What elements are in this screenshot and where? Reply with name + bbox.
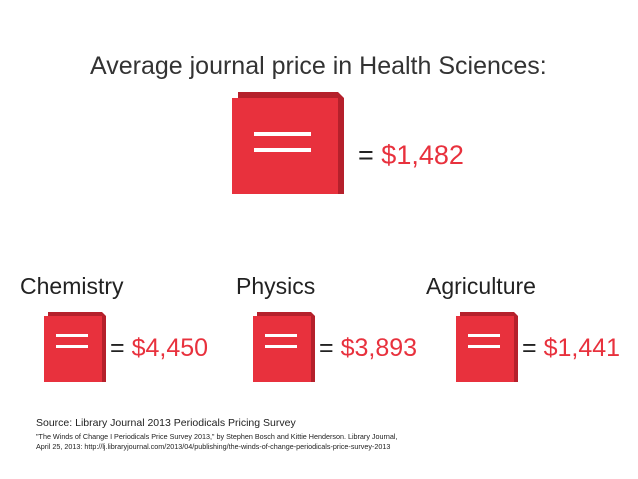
agriculture-price-row: = $1,441	[522, 334, 620, 363]
book-icon	[456, 312, 518, 382]
price-value: $1,441	[543, 334, 621, 362]
page-title: Average journal price in Health Sciences…	[90, 52, 547, 80]
price-value: $1,482	[381, 140, 464, 170]
source-label: Source: Library Journal 2013 Periodicals…	[36, 417, 296, 429]
citation-line: April 25, 2013: http://lj.libraryjournal…	[36, 442, 391, 451]
equals-sign: =	[319, 334, 334, 362]
equals-sign: =	[358, 140, 374, 170]
book-icon	[253, 312, 315, 382]
category-title-agriculture: Agriculture	[426, 273, 536, 299]
main-price-row: = $1,482	[358, 140, 464, 171]
category-title-physics: Physics	[236, 273, 316, 299]
book-icon	[232, 92, 344, 194]
equals-sign: =	[522, 334, 537, 362]
price-value: $3,893	[340, 334, 418, 362]
citation: "The Winds of Change I Periodicals Price…	[36, 432, 397, 452]
citation-line: "The Winds of Change I Periodicals Price…	[36, 432, 398, 441]
category-title-chemistry: Chemistry	[20, 273, 124, 299]
physics-price-row: = $3,893	[319, 334, 417, 363]
equals-sign: =	[110, 334, 125, 362]
book-icon	[44, 312, 106, 382]
price-value: $4,450	[131, 334, 209, 362]
chemistry-price-row: = $4,450	[110, 334, 208, 363]
